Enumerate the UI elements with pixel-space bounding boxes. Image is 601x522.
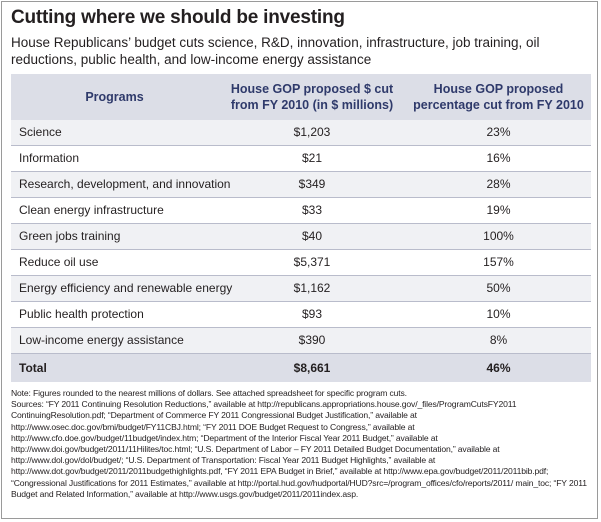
table-row: Information $21 16%: [11, 146, 591, 172]
percent-cut: 10%: [486, 307, 511, 321]
table-row: Low-income energy assistance $390 8%: [11, 328, 591, 354]
dollar-cut: $390: [298, 333, 326, 347]
header-dollar-cut: House GOP proposed $ cut from FY 2010 (i…: [230, 82, 394, 112]
dollar-cut: $93: [301, 307, 323, 321]
table-header: Programs House GOP proposed $ cut from F…: [11, 74, 591, 120]
table-row: Clean energy infrastructure $33 19%: [11, 198, 591, 224]
table-row: Energy efficiency and renewable energy $…: [11, 276, 591, 302]
program-name: Low-income energy assistance: [19, 333, 184, 347]
dollar-cut: $5,371: [293, 255, 331, 269]
program-name: Information: [19, 151, 80, 165]
total-dollar-cut: $8,661: [293, 361, 331, 375]
table-row: Public health protection $93 10%: [11, 302, 591, 328]
budget-cuts-table: Programs House GOP proposed $ cut from F…: [11, 74, 591, 382]
percent-cut: 23%: [486, 125, 511, 139]
program-name: Energy efficiency and renewable energy: [19, 281, 233, 295]
percent-cut: 28%: [486, 177, 511, 191]
figure-title: Cutting where we should be investing: [11, 7, 345, 28]
note-text: Note: Figures rounded to the nearest mil…: [11, 388, 407, 398]
percent-cut: 50%: [486, 281, 511, 295]
total-percent-cut: 46%: [486, 361, 511, 375]
percent-cut: 100%: [483, 229, 514, 243]
dollar-cut: $1,162: [293, 281, 331, 295]
table-row: Science $1,203 23%: [11, 120, 591, 146]
sources-text: Sources: “FY 2011 Continuing Resolution …: [11, 399, 587, 499]
table-row: Reduce oil use $5,371 157%: [11, 250, 591, 276]
dollar-cut: $1,203: [293, 125, 331, 139]
dollar-cut: $349: [298, 177, 326, 191]
figure-subtitle: House Republicans’ budget cuts science, …: [11, 35, 540, 67]
percent-cut: 19%: [486, 203, 511, 217]
program-name: Public health protection: [19, 307, 144, 321]
percent-cut: 157%: [483, 255, 514, 269]
program-name: Science: [19, 125, 62, 139]
dollar-cut: $33: [301, 203, 323, 217]
table-total-row: Total $8,661 46%: [11, 354, 591, 382]
total-label: Total: [19, 361, 47, 375]
header-percent-cut: House GOP proposed percentage cut from F…: [413, 82, 584, 112]
dollar-cut: $40: [301, 229, 323, 243]
percent-cut: 16%: [486, 151, 511, 165]
dollar-cut: $21: [301, 151, 323, 165]
program-name: Research, development, and innovation: [19, 177, 231, 191]
percent-cut: 8%: [489, 333, 508, 347]
program-name: Clean energy infrastructure: [19, 203, 164, 217]
header-programs: Programs: [85, 90, 144, 104]
footnotes: Note: Figures rounded to the nearest mil…: [11, 388, 593, 500]
program-name: Reduce oil use: [19, 255, 99, 269]
table-row: Green jobs training $40 100%: [11, 224, 591, 250]
program-name: Green jobs training: [19, 229, 121, 243]
table-row: Research, development, and innovation $3…: [11, 172, 591, 198]
